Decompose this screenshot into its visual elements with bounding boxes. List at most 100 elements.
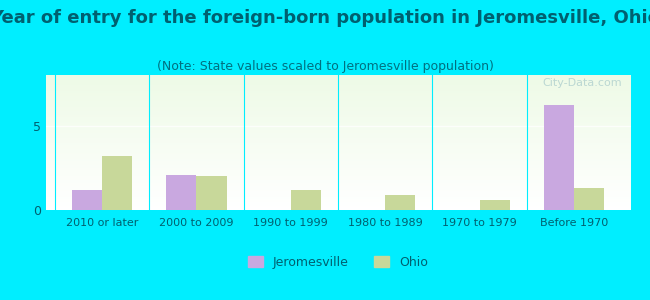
Bar [196, 176, 227, 210]
Bar [46, 183, 630, 184]
Bar [46, 127, 630, 128]
Bar [46, 116, 630, 117]
Bar [46, 112, 630, 113]
Bar [46, 122, 630, 123]
Bar [46, 167, 630, 168]
Bar [46, 173, 630, 174]
Bar [46, 145, 630, 146]
Bar [46, 107, 630, 108]
Bar [46, 184, 630, 185]
Bar [46, 169, 630, 170]
Bar [46, 178, 630, 179]
Bar [46, 209, 630, 210]
Text: City-Data.com: City-Data.com [542, 78, 621, 88]
Bar [46, 79, 630, 80]
Bar [46, 204, 630, 205]
Bar [46, 81, 630, 82]
Bar [46, 135, 630, 136]
Bar [46, 131, 630, 132]
Text: (Note: State values scaled to Jeromesville population): (Note: State values scaled to Jeromesvil… [157, 60, 493, 73]
Bar [46, 106, 630, 107]
Bar [46, 132, 630, 133]
Bar [46, 92, 630, 93]
Bar [46, 194, 630, 195]
Bar [46, 186, 630, 187]
Bar [46, 125, 630, 126]
Bar [46, 105, 630, 106]
Bar [46, 99, 630, 100]
Bar [46, 97, 630, 98]
Bar [46, 123, 630, 124]
Bar [46, 189, 630, 190]
Bar [46, 133, 630, 134]
Bar [46, 137, 630, 138]
Bar [46, 177, 630, 178]
Bar [46, 94, 630, 95]
Bar [46, 100, 630, 101]
Bar [46, 104, 630, 105]
Bar [46, 102, 630, 103]
Bar [46, 136, 630, 137]
Bar [46, 203, 630, 204]
Bar [46, 147, 630, 148]
Bar [46, 187, 630, 188]
Bar [46, 174, 630, 175]
Bar [46, 207, 630, 208]
Bar [46, 148, 630, 149]
Bar [46, 78, 630, 79]
Bar [46, 130, 630, 131]
Bar [46, 164, 630, 165]
Bar [46, 201, 630, 202]
Bar [46, 165, 630, 166]
Bar [46, 151, 630, 152]
Bar [46, 180, 630, 181]
Bar [46, 162, 630, 163]
Bar [46, 138, 630, 139]
Bar [46, 98, 630, 99]
Bar [46, 83, 630, 84]
Bar [46, 143, 630, 144]
Bar [46, 154, 630, 155]
Bar [46, 150, 630, 151]
Bar [46, 202, 630, 203]
Bar [543, 105, 574, 210]
Bar [46, 152, 630, 153]
Bar [46, 90, 630, 91]
Bar [46, 84, 630, 85]
Bar [46, 120, 630, 121]
Bar [46, 182, 630, 183]
Bar [46, 114, 630, 115]
Bar [46, 158, 630, 159]
Bar [46, 86, 630, 87]
Bar [46, 108, 630, 109]
Bar [46, 179, 630, 180]
Bar [46, 196, 630, 197]
Bar [46, 155, 630, 156]
Bar [46, 193, 630, 194]
Bar [46, 149, 630, 150]
Bar [385, 195, 415, 210]
Bar [46, 168, 630, 169]
Bar [46, 190, 630, 191]
Bar [46, 192, 630, 193]
Bar [46, 115, 630, 116]
Bar [46, 95, 630, 96]
Bar [46, 76, 630, 77]
Bar [46, 156, 630, 157]
Text: Year of entry for the foreign-born population in Jeromesville, Ohio: Year of entry for the foreign-born popul… [0, 9, 650, 27]
Bar [46, 181, 630, 182]
Bar [46, 111, 630, 112]
Bar [46, 170, 630, 171]
Bar [46, 118, 630, 119]
Bar [46, 110, 630, 111]
Bar [46, 103, 630, 104]
Bar [46, 205, 630, 206]
Bar [46, 134, 630, 135]
Bar [46, 199, 630, 200]
Bar [46, 88, 630, 89]
Bar [46, 200, 630, 201]
Bar [46, 191, 630, 192]
Bar [46, 117, 630, 118]
Bar [46, 172, 630, 173]
Bar [46, 119, 630, 120]
